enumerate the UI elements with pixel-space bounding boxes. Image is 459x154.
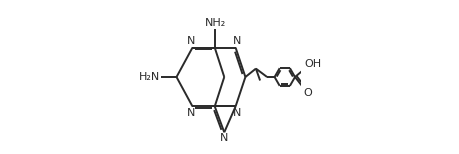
Text: N: N [186, 108, 195, 118]
Text: N: N [232, 36, 241, 46]
Text: O: O [302, 89, 311, 98]
Text: H₂N: H₂N [139, 72, 160, 82]
Text: N: N [219, 133, 228, 143]
Text: NH₂: NH₂ [204, 18, 225, 28]
Text: N: N [186, 36, 195, 46]
Text: N: N [232, 108, 241, 118]
Text: OH: OH [304, 59, 321, 69]
